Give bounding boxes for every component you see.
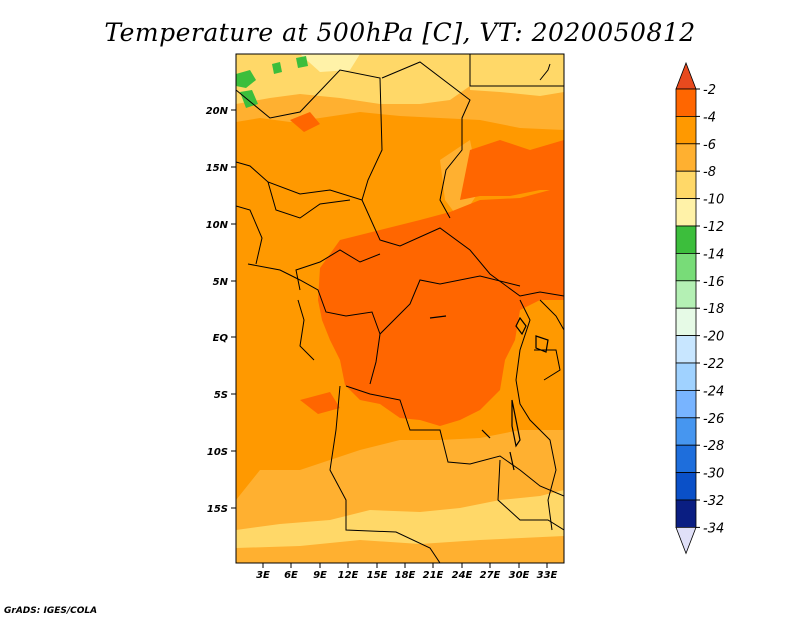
colorbar-label: -4	[703, 110, 716, 125]
lat-label: 10N	[206, 220, 229, 231]
colorbar-box	[675, 389, 697, 419]
field-green-4	[296, 56, 308, 68]
colorbar-box	[675, 280, 697, 309]
lon-label: 27E	[480, 570, 501, 581]
colorbar-box	[675, 170, 697, 199]
field-north-verypale	[300, 54, 360, 72]
colorbar-label: -34	[703, 521, 724, 536]
colorbar-label: -26	[703, 412, 724, 427]
lat-label: 5N	[213, 277, 229, 288]
grads-credit: GrADS: IGES/COLA	[4, 606, 97, 616]
lon-axis: 3E 6E 9E 12E 15E 18E 21E 24E 27E 30E 33E	[256, 563, 558, 581]
lat-tick-10n: 10N	[206, 220, 236, 231]
temperature-field	[236, 54, 564, 563]
colorbar-label: -16	[703, 275, 724, 290]
lon-tick-12e: 12E	[338, 563, 359, 581]
colorbar-label: -10	[703, 193, 724, 208]
colorbar-label: -24	[703, 384, 724, 399]
lon-label: 9E	[313, 570, 327, 581]
colorbar-box	[675, 143, 697, 172]
lon-label: 12E	[338, 570, 359, 581]
lon-label: 15E	[367, 570, 388, 581]
colorbar-label: -2	[703, 83, 716, 98]
colorbar-box	[675, 225, 697, 254]
lon-tick-9e: 9E	[313, 563, 327, 581]
lon-label: 33E	[537, 570, 558, 581]
field-hot-core	[318, 180, 564, 426]
country-borders	[236, 54, 564, 563]
lat-label: 15S	[207, 504, 228, 515]
field-hot-ne	[460, 140, 564, 200]
lon-label: 24E	[452, 570, 473, 581]
colorbar-bottom-arrow	[675, 527, 697, 555]
lon-tick-24e: 24E	[452, 563, 473, 581]
lon-label: 6E	[284, 570, 298, 581]
colorbar-box	[675, 362, 697, 391]
lat-label: 5S	[214, 390, 228, 401]
lat-tick-eq: EQ	[213, 333, 236, 344]
field-ne-pale	[470, 54, 564, 96]
lon-tick-15e: 15E	[367, 563, 388, 581]
lon-tick-21e: 21E	[423, 563, 444, 581]
colorbar-label: -22	[703, 357, 724, 372]
lon-tick-6e: 6E	[284, 563, 298, 581]
colorbar-box	[675, 472, 697, 501]
lon-label: 3E	[256, 570, 270, 581]
lakes	[429, 315, 549, 471]
field-green-2	[240, 90, 258, 108]
colorbar-box	[675, 88, 697, 117]
lon-tick-18e: 18E	[395, 563, 416, 581]
field-south-light-2	[236, 536, 564, 563]
lat-tick-5n: 5N	[213, 277, 236, 288]
lon-label: 30E	[509, 570, 530, 581]
lon-tick-27e: 27E	[480, 563, 501, 581]
lon-tick-33e: 33E	[537, 563, 558, 581]
colorbar-box	[675, 444, 697, 474]
field-hot-speck-2	[290, 112, 320, 132]
colorbar-label: -28	[703, 439, 724, 454]
lat-tick-15n: 15N	[206, 163, 236, 174]
colorbar-box	[675, 335, 697, 364]
colorbar-label: -32	[703, 494, 724, 509]
lat-label: 20N	[206, 106, 229, 117]
colorbar-box	[675, 252, 697, 282]
lat-tick-15s: 15S	[207, 504, 236, 515]
lon-label: 21E	[423, 570, 444, 581]
colorbar-label: -30	[703, 467, 724, 482]
colorbar: -2 -4 -6 -8 -10 -12 -14 -16 -18 -20 -22 -24 -26 -28 -3…	[675, 61, 724, 555]
lat-tick-5s: 5S	[214, 390, 236, 401]
colorbar-box	[675, 417, 697, 446]
colorbar-label: -14	[703, 247, 724, 262]
lon-tick-3e: 3E	[256, 563, 270, 581]
colorbar-box	[675, 198, 697, 227]
lat-tick-10s: 10S	[207, 447, 236, 458]
map-frame	[235, 53, 565, 564]
colorbar-box	[675, 499, 697, 528]
map-title: Temperature at 500hPa [C], VT: 202005081…	[104, 18, 695, 47]
colorbar-box	[675, 116, 697, 145]
colorbar-label: -12	[703, 220, 724, 235]
field-green-3	[272, 62, 282, 74]
lat-label: EQ	[213, 333, 229, 344]
lat-label: 15N	[206, 163, 229, 174]
colorbar-label: -8	[703, 165, 716, 180]
colorbar-label: -6	[703, 138, 716, 153]
lat-axis: 20N 15N 10N 5N EQ 5S 10S 15S	[206, 106, 236, 515]
field-north-pale	[236, 54, 470, 104]
colorbar-box	[675, 307, 697, 337]
lat-tick-20n: 20N	[206, 106, 236, 117]
lat-label: 10S	[207, 447, 228, 458]
lon-label: 18E	[395, 570, 416, 581]
colorbar-label: -18	[703, 302, 724, 317]
lon-tick-30e: 30E	[509, 563, 530, 581]
colorbar-top-arrow	[675, 61, 697, 90]
field-hot-speck-1	[300, 392, 340, 414]
colorbar-label: -20	[703, 330, 724, 345]
field-green-1	[236, 70, 256, 88]
